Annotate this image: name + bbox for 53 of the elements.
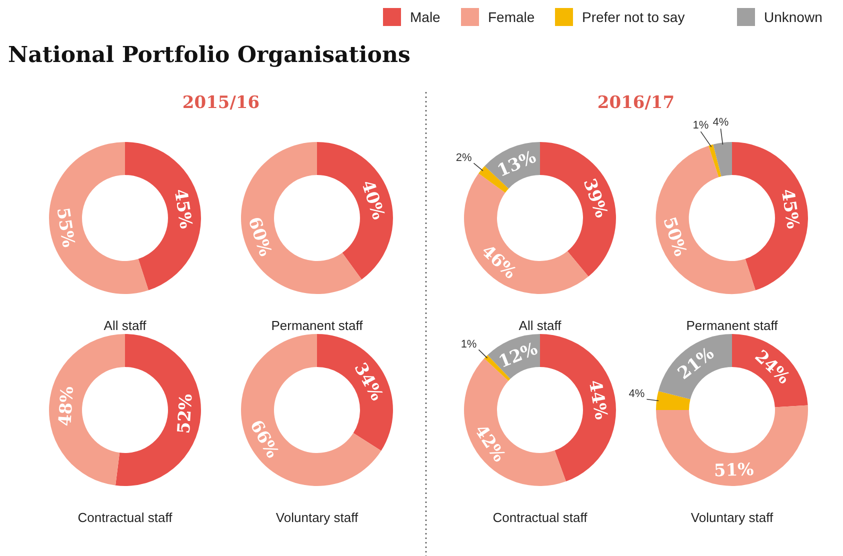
legend-label: Male — [410, 9, 441, 25]
data-label: 45% — [170, 188, 196, 230]
donut-slice — [540, 334, 616, 482]
data-label: 50% — [658, 214, 690, 259]
donut-slice — [49, 334, 125, 486]
donut-slice — [713, 142, 732, 176]
legend-label: Female — [488, 9, 535, 25]
text: Contractual staff — [78, 510, 173, 525]
data-label: 45% — [776, 188, 803, 230]
data-label: 1% — [692, 120, 709, 132]
donut-slice — [732, 334, 808, 408]
data-label: 4% — [628, 388, 645, 400]
donut-slice — [658, 334, 732, 400]
text: Voluntary staff — [690, 510, 774, 525]
data-label: 44% — [584, 378, 611, 422]
text: 2016/17 — [597, 93, 675, 113]
text: Contractual staff — [492, 510, 588, 525]
donut-slice — [656, 405, 808, 486]
donut-slice — [540, 142, 616, 277]
data-label: 40% — [356, 178, 388, 222]
data-label: 2% — [456, 152, 472, 164]
data-label: 51% — [714, 460, 754, 482]
data-label: 66% — [246, 416, 282, 462]
text: Permanent staff — [271, 318, 364, 333]
donut-slice — [732, 142, 808, 290]
data-label: 60% — [244, 214, 276, 259]
data-label: 13% — [494, 147, 540, 182]
legend-label: Prefer not to say — [582, 9, 685, 25]
legend-label: Unknown — [764, 9, 822, 25]
data-label: 39% — [578, 176, 612, 220]
text: All staff — [104, 318, 147, 333]
text: Permanent staff — [686, 318, 778, 333]
donut-slice — [49, 142, 148, 294]
data-label: 34% — [350, 360, 387, 404]
text: All staff — [518, 318, 562, 333]
donut-slice — [656, 146, 756, 294]
data-label: 48% — [56, 386, 78, 427]
donut-slice — [241, 334, 382, 486]
data-label: 12% — [496, 339, 540, 372]
text: Voluntary staff — [276, 510, 358, 525]
text: National Portfolio Organisations — [8, 42, 410, 68]
donut-slice — [125, 142, 201, 290]
data-label: 55% — [52, 206, 78, 249]
data-label: 52% — [174, 393, 197, 434]
donut-slice — [656, 391, 690, 410]
donut-slice — [317, 334, 393, 451]
data-label: 4% — [712, 116, 729, 129]
donut-slice — [115, 334, 201, 486]
chart-subtitle: 2015/16 — [182, 93, 260, 113]
donut-slice — [241, 142, 362, 294]
donut-slice — [708, 144, 722, 178]
donut-slice — [317, 142, 393, 280]
data-label: 1% — [460, 338, 477, 351]
